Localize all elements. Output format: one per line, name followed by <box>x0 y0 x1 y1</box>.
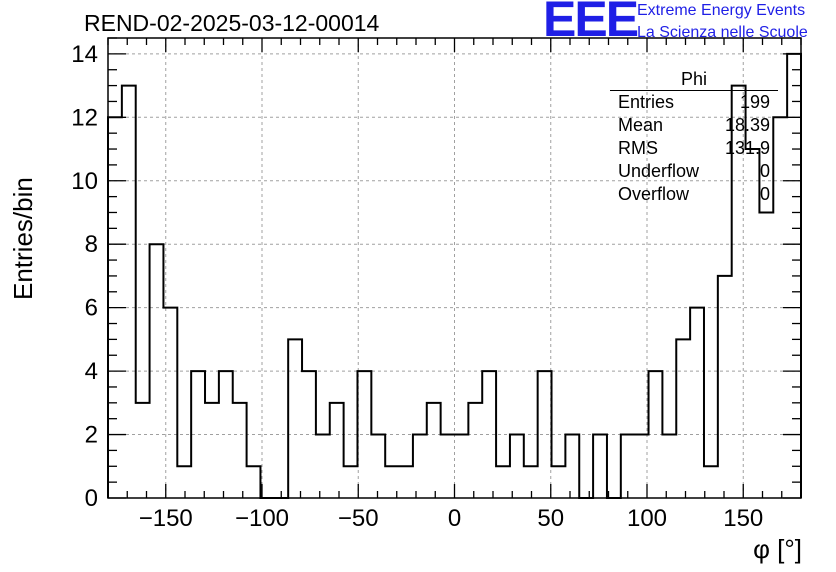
y-axis-label: Entries/bin <box>8 177 38 300</box>
x-tick-label: −100 <box>235 505 289 532</box>
y-tick-label: 0 <box>85 485 98 512</box>
y-tick-label: 14 <box>71 41 98 68</box>
histogram-bin <box>621 435 635 498</box>
histogram-bin <box>662 435 676 498</box>
stats-value: 0 <box>759 184 770 204</box>
histogram-bin <box>136 403 150 498</box>
chart-title: REND-02-2025-03-12-00014 <box>84 10 380 36</box>
histogram-bin <box>122 86 136 498</box>
stats-value: 18.39 <box>724 115 770 135</box>
histogram-bin <box>510 435 524 498</box>
stats-label: Overflow <box>618 184 690 204</box>
stats-row-entries: Entries 199 <box>610 91 778 114</box>
histogram-bin <box>690 308 704 498</box>
histogram-outline <box>107 52 802 499</box>
stats-label: Mean <box>618 115 664 135</box>
y-tick-label: 12 <box>71 104 98 131</box>
x-tick-label: −50 <box>338 505 379 532</box>
eee-logo: EEE <box>543 0 639 47</box>
x-tick-label: 100 <box>627 505 667 532</box>
stats-value: 0 <box>759 161 770 181</box>
logo-line-1: Extreme Energy Events <box>637 2 806 19</box>
histogram-bin <box>163 308 177 498</box>
histogram-bin <box>538 371 552 498</box>
x-tick-label: 150 <box>723 505 763 532</box>
stats-row-mean: Mean 18.39 <box>610 114 778 137</box>
y-tick-label: 8 <box>85 231 98 258</box>
x-tick-label: 0 <box>448 505 461 532</box>
histogram-bin <box>413 435 427 498</box>
histogram-bin <box>177 466 191 498</box>
y-tick-label: 10 <box>71 168 98 195</box>
histogram-bin <box>357 371 371 498</box>
histogram-bin <box>704 466 718 498</box>
stats-box: Phi Entries 199 Mean 18.39 RMS 131.9 Und… <box>610 68 778 206</box>
histogram-bin <box>524 466 538 498</box>
x-tick-label: 50 <box>537 505 564 532</box>
histogram-bin <box>496 466 510 498</box>
y-tick-label: 2 <box>85 422 98 449</box>
stats-label: RMS <box>618 138 658 158</box>
histogram-bin <box>552 466 566 498</box>
histogram-bin <box>593 435 607 498</box>
logo-line-2: La Scienza nelle Scuole <box>637 24 808 41</box>
histogram-bin <box>247 466 261 498</box>
x-tick-label: −150 <box>139 505 193 532</box>
stats-value: 199 <box>739 92 770 112</box>
histogram-bin <box>330 403 344 498</box>
stats-label: Underflow <box>618 161 700 181</box>
histogram-bin <box>718 276 732 498</box>
histogram-bin <box>233 403 247 498</box>
stats-row-underflow: Underflow 0 <box>610 160 778 183</box>
histogram-bin <box>344 466 358 498</box>
stats-title: Phi <box>610 68 778 91</box>
histogram-bin <box>759 212 773 498</box>
histogram-bin <box>565 435 579 498</box>
histogram-bin <box>371 435 385 498</box>
histogram-bin <box>468 403 482 498</box>
stats-value: 131.9 <box>724 138 770 158</box>
histogram-bin <box>455 435 469 498</box>
histogram-bin <box>316 435 330 498</box>
stats-label: Entries <box>618 92 675 112</box>
x-axis-label: φ [°] <box>753 534 802 564</box>
histogram-bin <box>441 435 455 498</box>
y-tick-label: 6 <box>85 295 98 322</box>
histogram-bin <box>205 403 219 498</box>
histogram-bin <box>288 339 302 498</box>
histogram-bin <box>427 403 441 498</box>
histogram-bin <box>676 339 690 498</box>
histogram-bin <box>399 466 413 498</box>
y-tick-label: 4 <box>85 358 98 385</box>
stats-row-rms: RMS 131.9 <box>610 137 778 160</box>
stats-row-overflow: Overflow 0 <box>610 183 778 206</box>
